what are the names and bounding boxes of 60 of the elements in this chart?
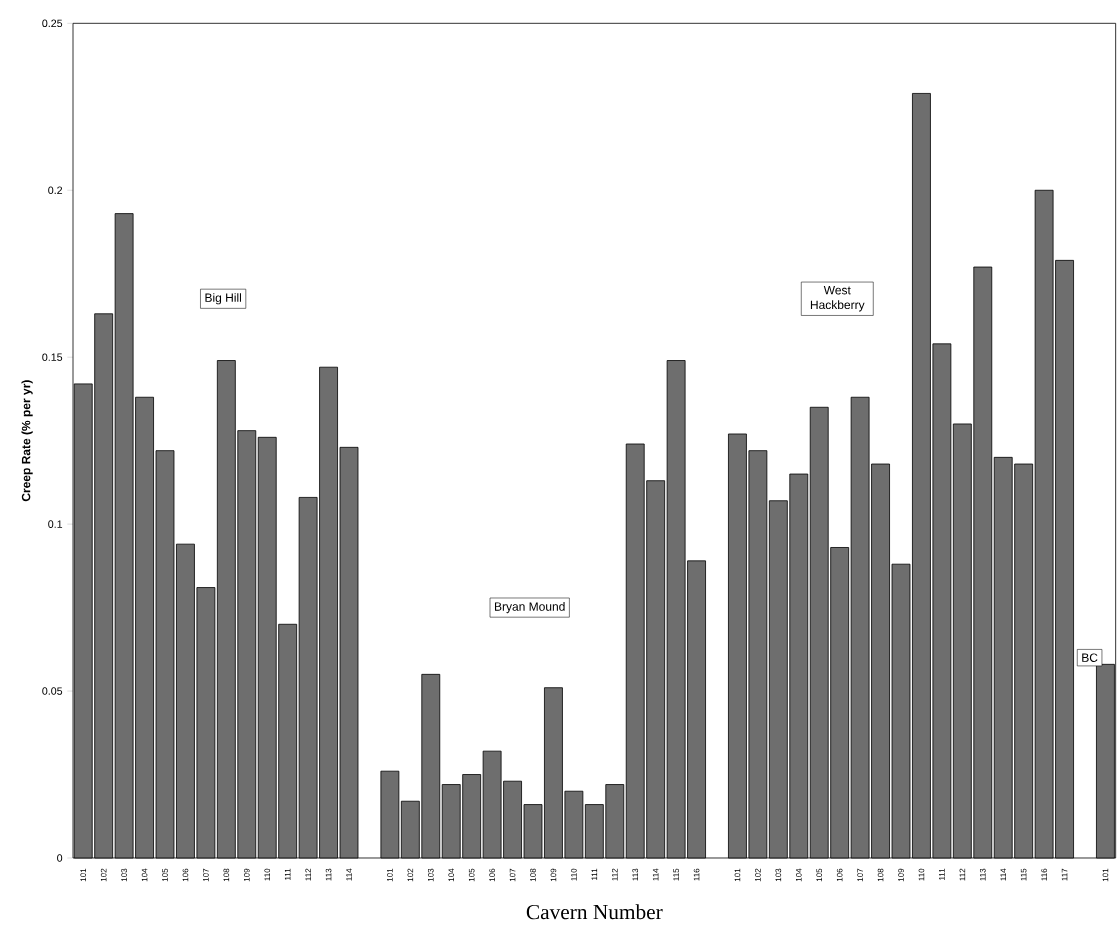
x-tick-label: 116 xyxy=(1041,868,1047,881)
x-tick-label: 112 xyxy=(305,868,311,881)
x-tick-label: 113 xyxy=(632,868,639,881)
x-tick-label: 105 xyxy=(816,868,823,882)
x-tick-label: 108 xyxy=(877,868,884,882)
x-tick-label: 106 xyxy=(836,868,843,882)
x-tick-label: 109 xyxy=(550,868,557,882)
x-tick-label: 114 xyxy=(1000,868,1006,881)
x-tick-label: 108 xyxy=(223,868,230,882)
x-tick-label: 113 xyxy=(325,868,332,881)
x-tick-label: 102 xyxy=(407,868,414,882)
x-tick-label: 103 xyxy=(427,868,434,882)
x-tick-label: 112 xyxy=(611,868,618,881)
x-tick-label: 107 xyxy=(857,868,863,882)
x-tick-label: 104 xyxy=(141,868,148,882)
x-tick-label: 114 xyxy=(652,868,659,881)
x-tick-label: 111 xyxy=(284,868,291,880)
x-tick-label: 104 xyxy=(448,868,455,882)
x-tick-label: 107 xyxy=(203,868,209,882)
x-tick-label: 102 xyxy=(755,868,761,882)
x-tick-label: 101 xyxy=(734,868,741,882)
x-tick-label: 101 xyxy=(80,868,87,882)
x-tick-label: 115 xyxy=(673,868,679,881)
x-tick-label: 105 xyxy=(162,868,168,882)
x-tick-label: 117 xyxy=(1061,868,1068,881)
x-tick-label: 109 xyxy=(243,868,250,882)
y-tick-label: 0 xyxy=(57,854,63,862)
annotation: Bryan Mound xyxy=(494,601,565,614)
annotation: BC xyxy=(1082,653,1098,662)
annotation: Big Hill xyxy=(205,293,241,305)
x-tick-label: 106 xyxy=(182,868,189,882)
y-tick-label: 0.1 xyxy=(48,520,63,528)
y-axis-title: Creep Rate (% per yr) xyxy=(21,380,33,502)
x-tick-label: 109 xyxy=(898,868,904,882)
y-tick-label: 0.2 xyxy=(48,186,63,195)
x-tick-label: 105 xyxy=(468,868,475,882)
x-tick-label: 111 xyxy=(591,868,598,880)
x-tick-label: 112 xyxy=(959,868,966,881)
x-tick-label: 116 xyxy=(693,868,700,881)
annotation: West Hackberry xyxy=(810,286,865,312)
x-tick-label: 107 xyxy=(509,868,516,882)
x-tick-label: 102 xyxy=(100,868,107,882)
x-tick-label: 110 xyxy=(264,868,271,881)
x-tick-label: 114 xyxy=(346,868,352,881)
x-axis-title: Cavern Number xyxy=(526,904,663,920)
x-tick-label: 101 xyxy=(387,868,393,882)
y-tick-label: 0.25 xyxy=(42,19,63,28)
x-tick-label: 111 xyxy=(939,868,945,880)
x-tick-label: 115 xyxy=(1020,868,1027,881)
x-tick-label: 110 xyxy=(918,868,925,881)
y-tick-label: 0.05 xyxy=(42,687,63,695)
y-tick-label: 0.15 xyxy=(42,353,63,361)
x-tick-label: 103 xyxy=(775,868,782,882)
x-tick-label: 108 xyxy=(530,868,536,882)
x-tick-label: 110 xyxy=(571,868,577,881)
x-tick-label: 101 xyxy=(1102,868,1109,882)
x-tick-label: 103 xyxy=(121,868,127,882)
x-tick-label: 104 xyxy=(795,868,802,882)
x-tick-label: 106 xyxy=(489,868,495,882)
x-tick-label: 113 xyxy=(979,868,986,881)
